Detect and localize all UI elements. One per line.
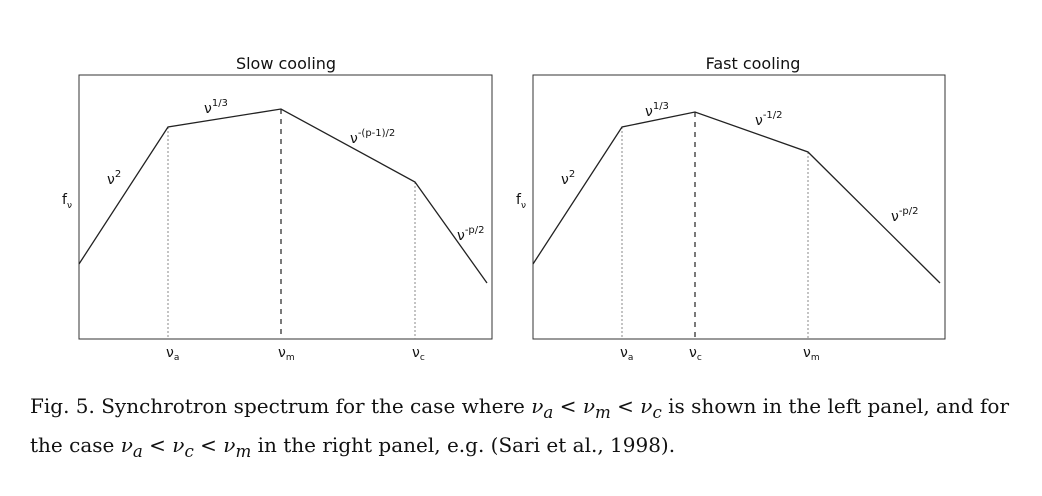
right-segment-label-3: ν-1/2 xyxy=(755,110,783,129)
figure-caption: Fig. 5. Synchrotron spectrum for the cas… xyxy=(30,390,1020,468)
caption-math-2-sub: m xyxy=(595,403,611,422)
left-segment-label-3: ν-(p-1)/2 xyxy=(350,128,395,147)
left-spectrum-curve xyxy=(78,108,488,284)
right-break-label-2: νc xyxy=(689,345,702,363)
caption-math-3-sub: c xyxy=(652,403,662,422)
figure-5: Slow cooling fν ν2 ν1/3 ν-(p-1)/2 ν-p/2 … xyxy=(62,54,946,363)
left-panel-frame xyxy=(78,74,493,340)
right-panel: Fast cooling fν ν2 ν1/3 ν-1/2 ν-p/2 νa ν… xyxy=(516,54,946,363)
caption-text-2: is shown in the left panel, and for the … xyxy=(30,394,1010,457)
left-segment-label-1: ν2 xyxy=(107,169,121,188)
caption-text-3: in the right panel, e.g. (Sari et al., 1… xyxy=(251,433,676,457)
right-segment-label-1: ν2 xyxy=(561,169,575,188)
left-segment-label-4: ν-p/2 xyxy=(457,225,485,244)
caption-math-6: ν xyxy=(223,433,236,457)
right-panel-frame xyxy=(532,74,946,340)
right-y-axis-label: fν xyxy=(516,192,526,211)
caption-text-1: Synchrotron spectrum for the case where xyxy=(94,394,532,418)
left-y-axis-label: fν xyxy=(62,192,72,211)
caption-rel-1: < xyxy=(553,394,583,418)
right-segment-label-4: ν-p/2 xyxy=(891,206,919,225)
caption-math-4-sub: a xyxy=(132,442,143,461)
left-segment-label-2: ν1/3 xyxy=(204,98,228,117)
caption-rel-3: < xyxy=(142,433,173,457)
right-break-label-3: νm xyxy=(803,345,820,363)
left-break-label-1: νa xyxy=(166,345,179,363)
left-break-label-2: νm xyxy=(278,345,295,363)
caption-math-6-sub: m xyxy=(235,442,252,461)
left-panel-title: Slow cooling xyxy=(236,54,336,73)
caption-math-1-sub: a xyxy=(543,403,554,422)
caption-label: Fig. 5. xyxy=(30,394,95,418)
caption-rel-2: < xyxy=(610,394,641,418)
caption-rel-4: < xyxy=(193,433,224,457)
caption-math-3: ν xyxy=(640,394,653,418)
caption-math-4: ν xyxy=(120,433,133,457)
caption-math-1: ν xyxy=(531,394,544,418)
right-break-label-1: νa xyxy=(620,345,633,363)
right-segment-label-2: ν1/3 xyxy=(645,101,669,120)
caption-math-2: ν xyxy=(582,394,595,418)
right-panel-title: Fast cooling xyxy=(706,54,801,73)
caption-math-5: ν xyxy=(172,433,185,457)
left-break-label-3: νc xyxy=(412,345,425,363)
left-panel: Slow cooling fν ν2 ν1/3 ν-(p-1)/2 ν-p/2 … xyxy=(62,54,493,363)
right-spectrum-curve xyxy=(532,111,941,284)
caption-math-5-sub: c xyxy=(184,442,194,461)
